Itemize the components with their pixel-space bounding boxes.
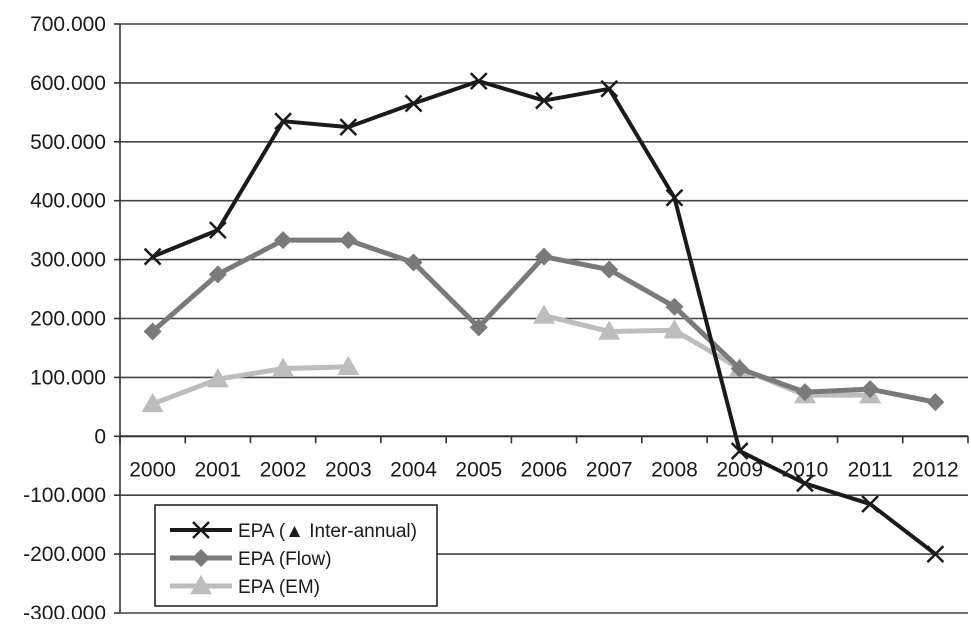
data-point: [795, 383, 814, 402]
y-axis-tick-labels: 700.000 600.000 500.000 400.000 300.000 200.0…: [23, 13, 106, 624]
data-point: [663, 319, 686, 339]
x-tick-label: 2003: [325, 458, 372, 481]
data-point: [141, 392, 164, 413]
data-point: [274, 112, 292, 131]
legend-item: EPA (▲ Inter-annual): [170, 521, 417, 542]
data-point: [469, 318, 488, 337]
data-point: [796, 474, 814, 493]
y-tick-label: 400.000: [30, 190, 106, 213]
data-point: [600, 79, 619, 98]
data-point: [861, 380, 880, 399]
x-tick-label: 2008: [651, 458, 698, 481]
legend-label: EPA (EM): [238, 577, 320, 598]
data-point: [337, 355, 360, 376]
data-point: [404, 253, 423, 272]
x-tick-label: 2000: [129, 458, 176, 481]
y-tick-label: -100.000: [23, 484, 106, 507]
data-point: [535, 91, 553, 110]
data-point: [143, 247, 162, 266]
x-tick-label: 2007: [586, 458, 633, 481]
data-point: [469, 72, 488, 91]
y-tick-label: 0: [94, 425, 106, 448]
y-tick-label: 700.000: [30, 13, 106, 36]
data-point: [404, 94, 423, 113]
x-tick-label: 2012: [912, 458, 959, 481]
data-point: [665, 297, 684, 316]
series-line: [151, 364, 349, 407]
data-point: [206, 368, 229, 388]
data-point: [535, 247, 553, 266]
series: [141, 72, 945, 563]
series-1: [143, 72, 945, 563]
data-point: [730, 359, 749, 378]
data-point: [208, 265, 227, 284]
legend-label: EPA (Flow): [238, 549, 332, 570]
legend-item: EPA (Flow): [170, 549, 332, 570]
data-point: [339, 231, 358, 250]
series-3: [141, 304, 882, 413]
y-tick-label: -200.000: [23, 543, 106, 566]
legend-label: EPA (▲ Inter-annual): [238, 521, 417, 542]
y-tick-label: 600.000: [30, 72, 106, 95]
data-point: [143, 322, 162, 341]
data-point: [600, 260, 619, 279]
series-line: [543, 313, 871, 398]
legend-marker: [190, 575, 212, 595]
legend-item: EPA (EM): [170, 575, 320, 598]
y-tick-label: 300.000: [30, 249, 106, 272]
data-point: [861, 495, 880, 513]
x-tick-label: 2011: [848, 458, 893, 481]
data-point: [598, 320, 621, 340]
x-tick-label: 2006: [521, 458, 568, 481]
data-point: [533, 304, 555, 324]
x-tick-label: 2002: [260, 458, 307, 481]
series-2: [143, 231, 945, 412]
x-tick-label: 2004: [390, 458, 437, 481]
y-tick-label: 100.000: [30, 366, 106, 389]
data-point: [730, 442, 749, 460]
axes: [114, 23, 969, 614]
data-point: [274, 231, 293, 250]
data-point: [339, 118, 358, 136]
x-tick-label: 2005: [455, 458, 502, 481]
legend-marker: [192, 521, 210, 539]
data-point: [665, 188, 684, 207]
legend: EPA (▲ Inter-annual) EPA (Flow) EPA (EM): [154, 504, 438, 607]
y-tick-label: 200.000: [30, 308, 106, 331]
data-point: [926, 393, 945, 412]
data-point: [272, 357, 295, 377]
x-tick-label: 2001: [194, 458, 241, 481]
data-point: [208, 221, 227, 240]
y-tick-label: 500.000: [30, 131, 106, 154]
legend-marker: [192, 549, 210, 567]
x-tick-label: 2009: [716, 458, 763, 481]
x-tick-label: 2010: [782, 458, 829, 481]
y-tick-label: -300.000: [23, 602, 106, 619]
data-point: [926, 545, 945, 563]
x-axis-tick-labels: 2000 2001 2002 2003 2004 2005 2006 2007 2008 2009…: [129, 458, 958, 481]
